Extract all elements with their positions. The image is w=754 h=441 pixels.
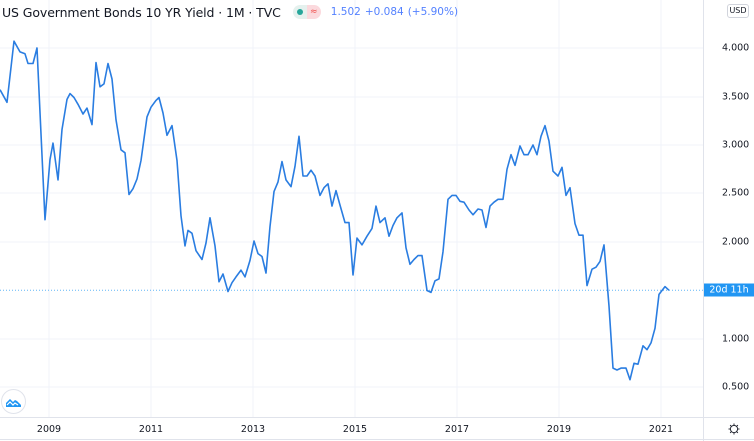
price-countdown-tag: 20d 11h <box>704 283 754 297</box>
price-axis-label: 2.500 <box>722 187 750 199</box>
price-change-percent: (+5.90%) <box>407 6 459 18</box>
currency-button[interactable]: USD <box>727 4 749 18</box>
tradingview-logo-icon <box>6 398 21 407</box>
time-axis-label: 2019 <box>546 424 572 435</box>
time-axis-label: 2021 <box>648 424 674 435</box>
yield-line-series <box>0 40 670 381</box>
last-price: 1.502 <box>330 6 361 18</box>
chart-plot-area[interactable] <box>0 0 703 417</box>
time-axis-label: 2011 <box>138 424 164 435</box>
symbol-title[interactable]: US Government Bonds 10 YR Yield · 1M · T… <box>2 4 281 20</box>
settings-gear-icon[interactable] <box>728 423 740 435</box>
time-axis-label: 2013 <box>240 424 266 435</box>
market-status-badge[interactable] <box>292 5 307 19</box>
time-axis-label: 2009 <box>36 424 62 435</box>
time-axis-border <box>0 417 754 418</box>
price-axis-label: 0.500 <box>722 381 750 393</box>
quote-values: 1.502 +0.084 (+5.90%) <box>331 6 462 18</box>
tradingview-logo[interactable] <box>1 389 26 414</box>
time-axis-label: 2017 <box>444 424 470 435</box>
delayed-data-badge[interactable]: ≈ <box>306 5 321 19</box>
price-axis-label: 3.000 <box>722 139 750 151</box>
price-axis-border <box>703 0 704 441</box>
time-axis-label: 2015 <box>342 424 368 435</box>
price-axis-label: 4.000 <box>722 42 750 54</box>
price-axis-label: 2.000 <box>722 236 750 248</box>
grid-lines <box>0 0 703 417</box>
price-axis-label: 1.000 <box>722 333 750 345</box>
chart-legend-header: US Government Bonds 10 YR Yield · 1M · T… <box>0 0 462 24</box>
market-open-dot-icon <box>296 9 303 15</box>
status-badges[interactable]: ≈ <box>292 5 321 19</box>
price-change: +0.084 <box>364 6 404 18</box>
price-axis-label: 3.500 <box>722 91 750 103</box>
bottom-border <box>0 439 754 440</box>
